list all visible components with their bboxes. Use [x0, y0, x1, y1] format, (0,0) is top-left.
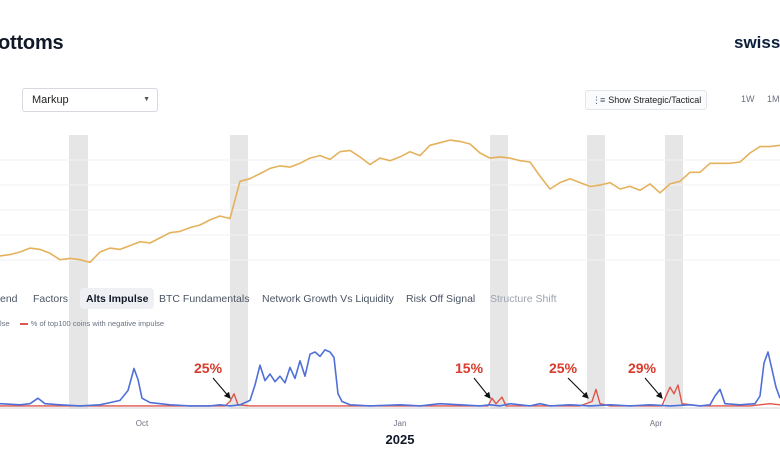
annotation-label: 29% — [628, 360, 657, 376]
tab-structure-shift[interactable]: Structure Shift — [490, 292, 557, 305]
brand-logo: swissb — [734, 33, 780, 52]
markup-select[interactable]: Markup ▼ — [22, 88, 158, 112]
annotation-arrow — [212, 377, 231, 399]
x-axis-title: 2025 — [386, 432, 415, 447]
shaded-band — [230, 135, 248, 409]
range-1w-button[interactable]: 1W — [741, 94, 755, 104]
x-tick-label: Oct — [136, 419, 149, 428]
select-value: Markup — [32, 94, 69, 106]
price-line — [0, 139, 780, 264]
x-tick-label: Jan — [394, 419, 407, 428]
tab-alts-impulse[interactable]: Alts Impulse — [80, 288, 155, 309]
annotation-arrow — [473, 377, 491, 399]
legend-item-negative-impulse: % of top100 coins with negative impulse — [19, 319, 164, 328]
range-1m-button[interactable]: 1M — [767, 94, 780, 104]
tab-btc-fundamentals[interactable]: BTC Fundamentals — [159, 292, 250, 305]
shaded-band — [69, 135, 88, 409]
shaded-band — [490, 135, 508, 409]
annotation-label: 25% — [549, 360, 578, 376]
annotations: 25% 15% 25% 29% — [194, 360, 663, 399]
annotation-arrow — [567, 377, 589, 399]
legend-swatch — [19, 323, 28, 326]
negative-impulse-line — [0, 384, 780, 407]
show-strategic-tactical-button[interactable]: ⋮≡ Show Strategic/Tactical — [585, 90, 707, 110]
tab-factors[interactable]: Factors — [33, 292, 69, 305]
annotation-label: 15% — [455, 360, 484, 376]
upper-gridlines — [0, 159, 780, 261]
shaded-band — [665, 135, 683, 409]
annotation-arrow — [644, 377, 663, 399]
legend-item-alts-impulse: lse — [0, 319, 10, 328]
tab-trend[interactable]: end — [0, 292, 18, 305]
shaded-band — [587, 135, 605, 409]
legend: lse % of top100 coins with negative impu… — [0, 319, 164, 328]
toggle-icon: ⋮≡ — [592, 94, 605, 105]
x-axis: Oct Jan Apr 2025 — [0, 407, 780, 447]
chevron-down-icon: ▼ — [143, 96, 150, 103]
alts-impulse-line — [0, 349, 780, 407]
strategic-label: Show Strategic/Tactical — [608, 95, 702, 105]
page-title: ottoms — [0, 32, 64, 54]
x-tick-label: Apr — [650, 419, 663, 428]
tab-network-growth-vs-liquidity[interactable]: Network Growth Vs Liquidity — [262, 292, 394, 305]
annotation-label: 25% — [194, 360, 223, 376]
shaded-bands — [69, 135, 683, 409]
tab-risk-off-signal[interactable]: Risk Off Signal — [406, 292, 476, 305]
